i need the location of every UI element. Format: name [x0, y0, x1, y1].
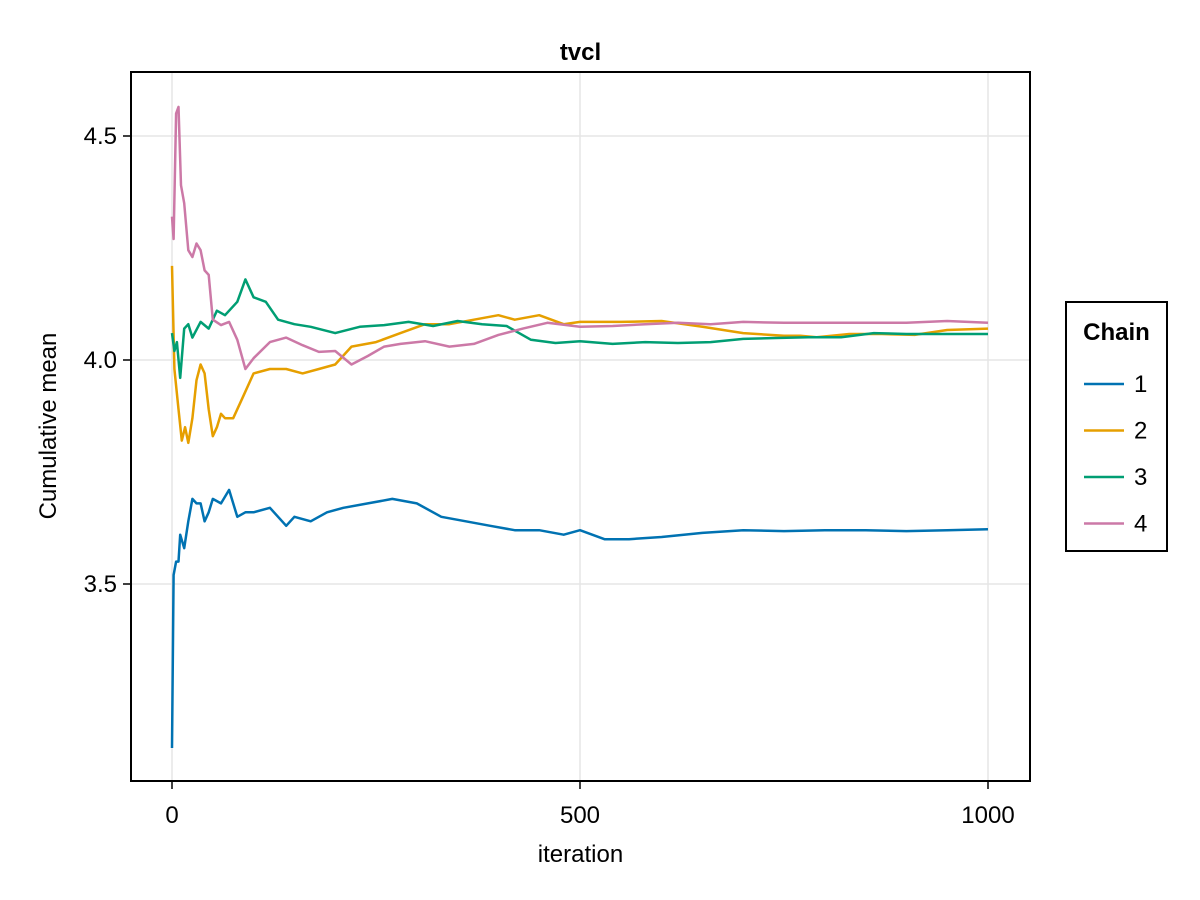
y-tick-label: 4.5 — [84, 123, 117, 150]
legend: Chain 1 2 3 4 — [1065, 301, 1168, 552]
x-tick-label: 1000 — [961, 802, 1014, 829]
x-tick-label: 500 — [560, 802, 600, 829]
y-tick-label: 3.5 — [84, 571, 117, 598]
y-tick-label: 4.0 — [84, 347, 117, 374]
y-axis-label: Cumulative mean — [35, 333, 62, 520]
legend-item-chain-1: 1 — [1084, 371, 1147, 398]
legend-item-chain-3: 3 — [1084, 464, 1147, 491]
legend-item-chain-4: 4 — [1084, 511, 1147, 538]
legend-label: 4 — [1134, 511, 1147, 538]
chart-title: tvcl — [560, 39, 601, 66]
legend-box — [1065, 301, 1168, 552]
x-tick-label: 0 — [165, 802, 178, 829]
series-line-chain-3 — [170, 278, 988, 380]
legend-label: 1 — [1134, 371, 1147, 398]
grid-lines — [131, 72, 1030, 781]
data-lines — [170, 105, 989, 749]
legend-label: 3 — [1134, 464, 1147, 491]
legend-label: 2 — [1134, 418, 1147, 445]
x-axis-label: iteration — [538, 841, 623, 868]
axis-ticks: 0 500 1000 3.5 4.0 4.5 — [84, 123, 1015, 829]
series-line-chain-4 — [170, 105, 989, 371]
series-line-chain-1 — [170, 488, 989, 749]
legend-item-chain-2: 2 — [1084, 418, 1147, 445]
legend-title: Chain — [1083, 319, 1150, 346]
series-line-chain-2 — [170, 265, 989, 445]
